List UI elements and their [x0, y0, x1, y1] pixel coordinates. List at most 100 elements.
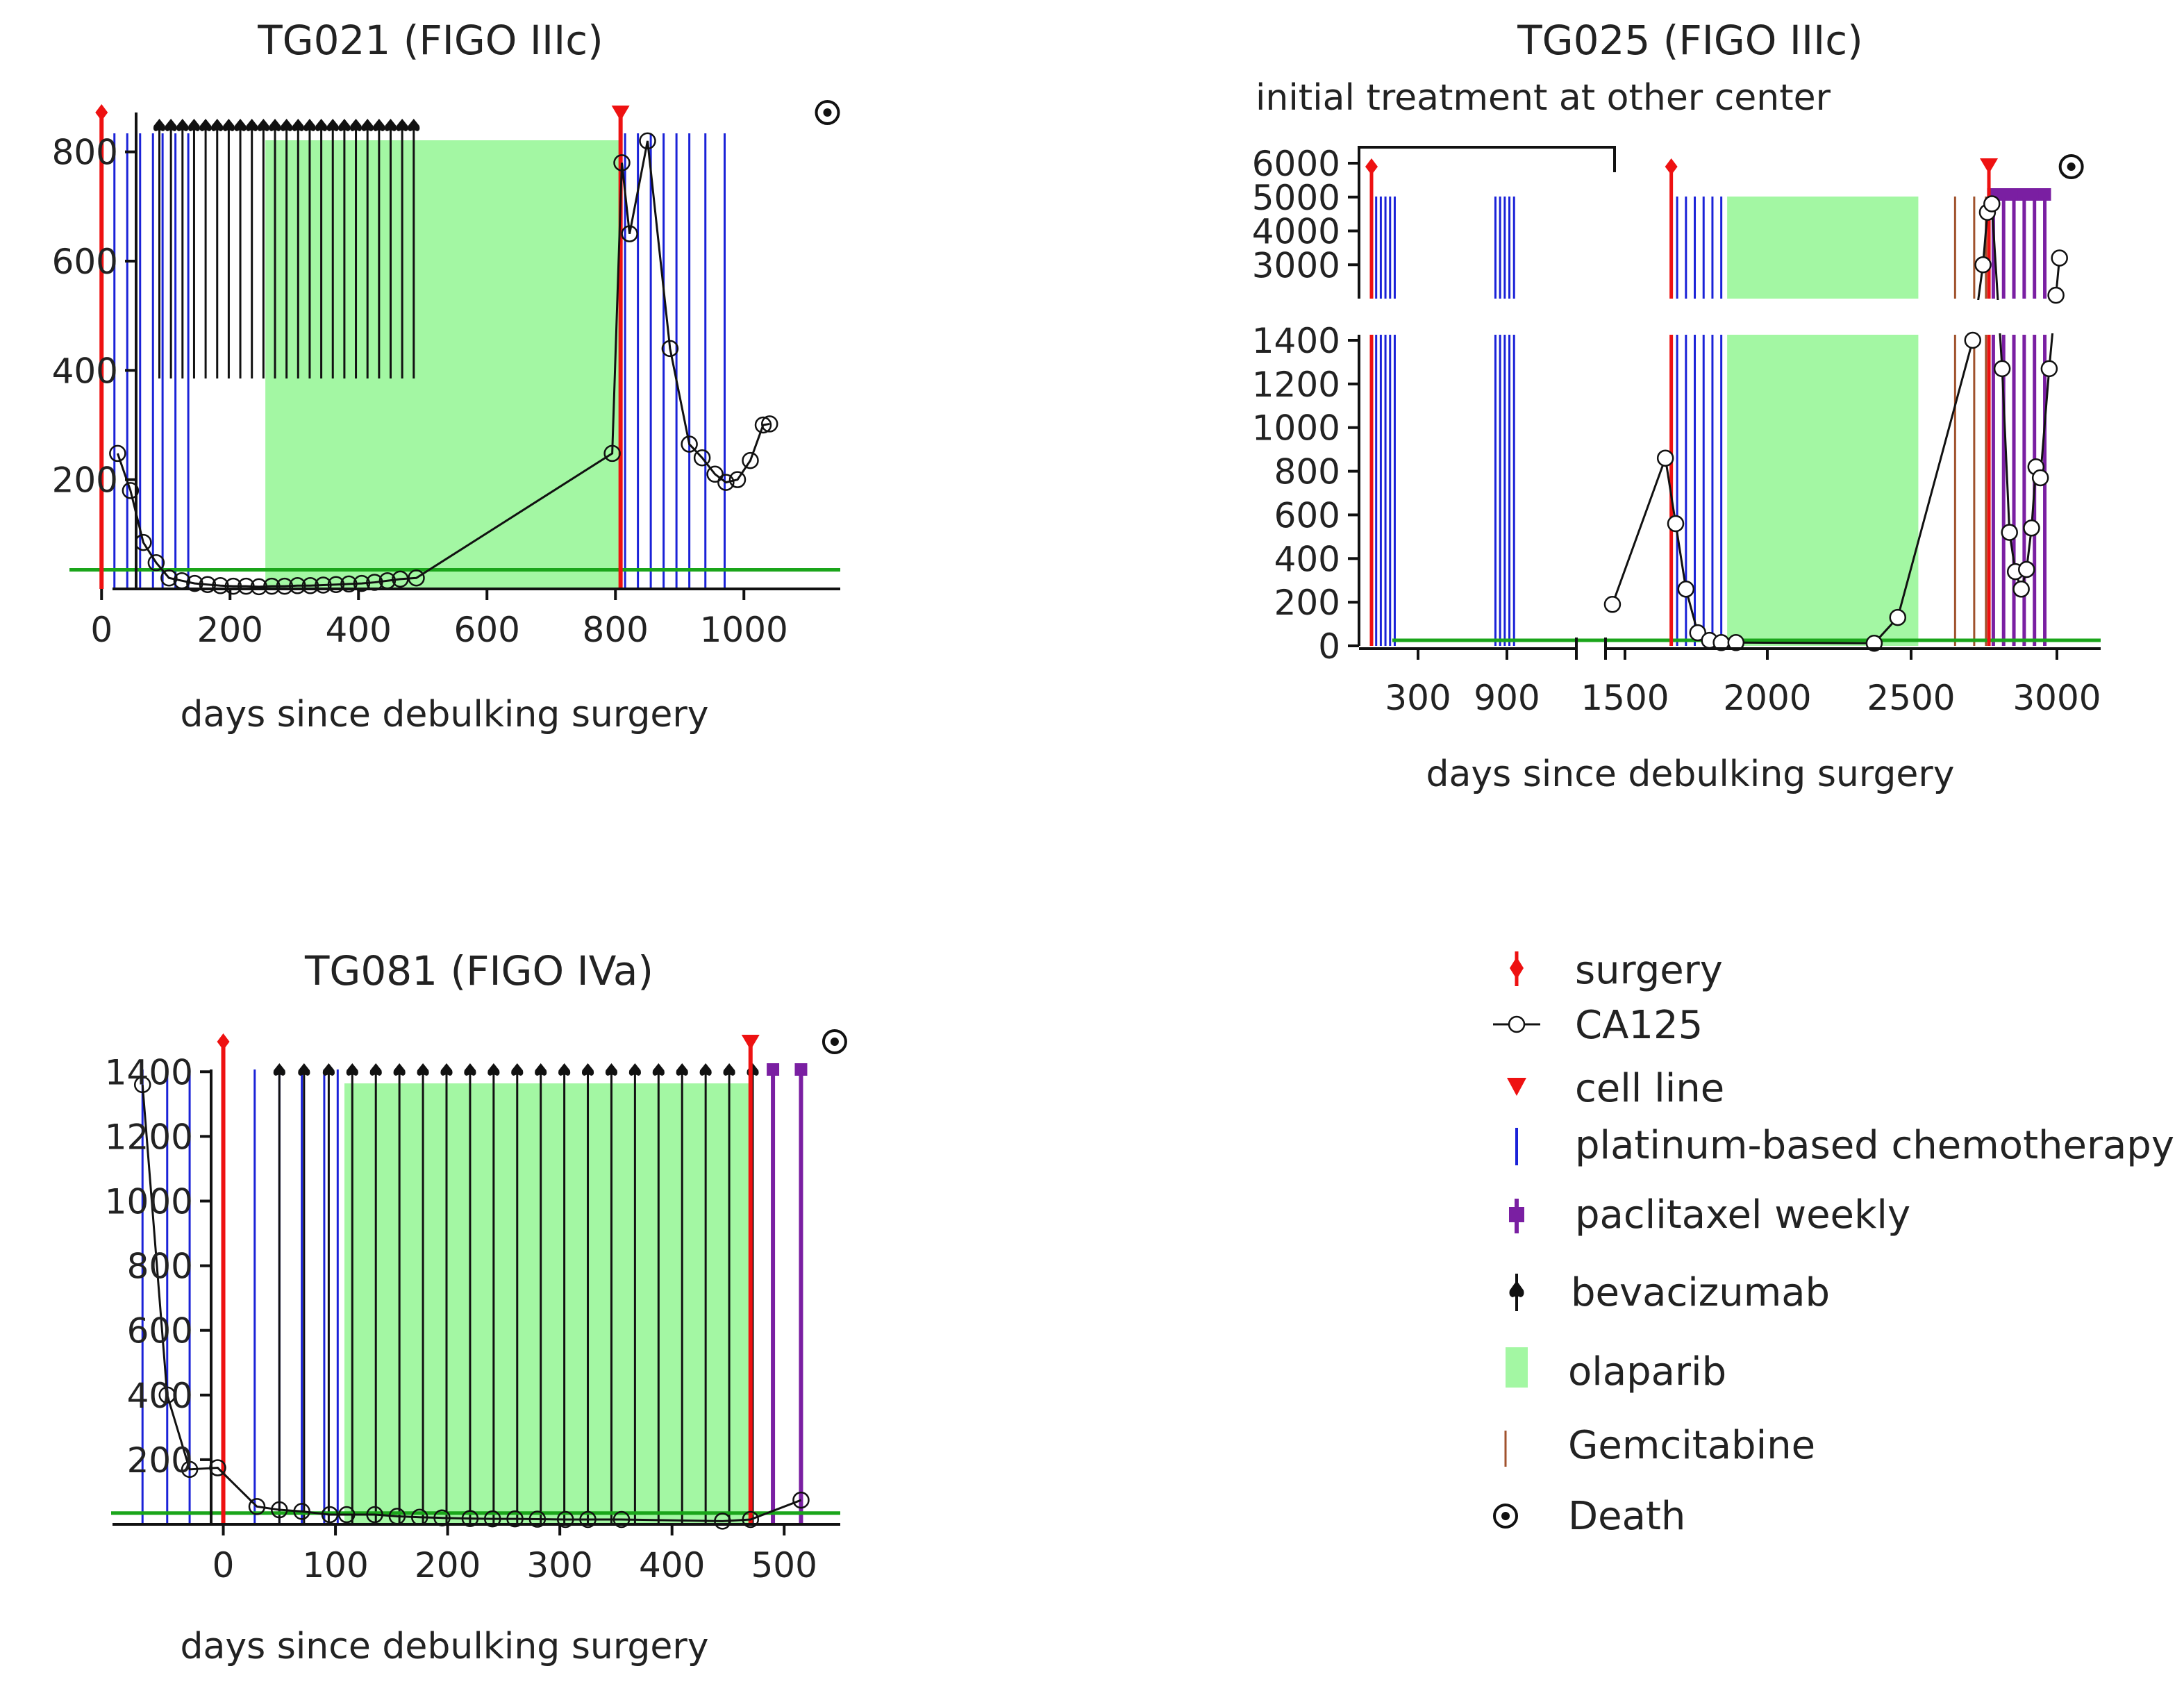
bevacizumab-marker-8 [246, 119, 258, 131]
ca125-point [1677, 581, 1695, 598]
ca125-point [366, 1506, 383, 1524]
ca125-point [1993, 360, 2011, 378]
ca125-point [1727, 634, 1745, 651]
black-spade-bar-icon [1509, 1274, 1524, 1311]
x-tick-label: 300 [1385, 678, 1451, 718]
y-tick-label-lower: 400 [1274, 539, 1340, 579]
legend: surgery CA125 cell line platinum-based c… [1493, 948, 2174, 1539]
olaparib-band-0 [265, 140, 622, 589]
x-tick-label: 500 [751, 1545, 817, 1585]
ca125-point [408, 569, 425, 587]
open-circle-line-icon [1493, 1015, 1540, 1033]
ca125-point [224, 577, 242, 595]
legend-label-ca125: CA125 [1575, 1003, 1703, 1048]
y-tick-label-lower: 1200 [1252, 365, 1340, 405]
bevacizumab-marker-19 [723, 1063, 735, 1076]
bevacizumab-marker-9 [487, 1063, 500, 1076]
ca125-point [461, 1510, 479, 1527]
bevacizumab-marker-2 [176, 119, 189, 131]
olaparib-band-upper-0 [1727, 197, 1919, 299]
initial-treatment-bracket [1358, 146, 1616, 172]
legend-label-gemcitabine: Gemcitabine [1568, 1423, 1815, 1468]
ca125-point [353, 574, 371, 592]
x-tick-label: 0 [90, 610, 112, 650]
ca125-point [2012, 581, 2030, 598]
ca125-point [792, 1491, 810, 1509]
ca125-point [1983, 195, 2001, 213]
ca125-point [315, 576, 332, 594]
x-tick-label: 300 [526, 1545, 592, 1585]
bevacizumab-marker-12 [292, 119, 304, 131]
chart-tg081: TG081 (FIGO IVa) 20040060080010001200140… [105, 947, 847, 1667]
ca125-point [706, 465, 724, 483]
legend-item-olaparib: olaparib [1506, 1347, 1726, 1394]
ca125-point [271, 1501, 288, 1519]
bevacizumab-marker-17 [676, 1063, 688, 1076]
y-tick-label-lower: 200 [1274, 583, 1340, 623]
bevacizumab-marker-0 [153, 119, 166, 131]
ca125-point [181, 1460, 199, 1479]
olaparib-band-lower-0 [1727, 335, 1919, 646]
y-tick-label: 200 [52, 460, 118, 501]
chart-plot-tg021: 200 400 600 800 0 200 400 600 800 1000 [52, 100, 840, 650]
bevacizumab-marker-12 [558, 1063, 571, 1076]
ca125-point [122, 482, 140, 499]
ca125-point [661, 340, 679, 358]
paclitaxel-marker-2 [2008, 188, 2021, 201]
ca125-point [714, 1513, 731, 1530]
y-tick-label: 200 [127, 1440, 193, 1481]
ca125-point [147, 553, 165, 572]
paclitaxel-marker-1 [794, 1063, 808, 1076]
bevacizumab-marker-3 [346, 1063, 358, 1076]
surgery-marker-1 [1665, 158, 1678, 175]
chart-title-tg081: TG081 (FIGO IVa) [304, 947, 653, 994]
x-axis-label-tg081: days since debulking surgery [180, 1626, 708, 1667]
ca125-point [250, 578, 268, 596]
legend-item-death: Death [1493, 1494, 1685, 1539]
ca125-point [728, 471, 747, 488]
bevacizumab-marker-18 [361, 119, 374, 131]
circle-dot-icon [1493, 1504, 1518, 1529]
ca125-point [212, 577, 229, 594]
paclitaxel-marker-0 [767, 1063, 780, 1076]
cell-line-marker-0 [611, 106, 630, 121]
y-tick-label-lower: 0 [1318, 626, 1340, 667]
ca125-point [248, 1498, 266, 1515]
ca125-point [109, 444, 126, 463]
ca125-point [2001, 524, 2018, 541]
ca125-point [1656, 449, 1674, 467]
bevacizumab-marker-0 [273, 1063, 285, 1076]
ca125-point [301, 577, 319, 594]
y-tick-label: 800 [127, 1247, 193, 1287]
chart-tg025: TG025 (FIGO IIIc) initial treatment at o… [1252, 17, 2122, 795]
x-axis-label-tg025: days since debulking surgery [1426, 753, 1954, 795]
bevacizumab-marker-2 [322, 1063, 335, 1076]
legend-label-paclitaxel: paclitaxel weekly [1575, 1192, 1910, 1238]
ca125-series-line [141, 1084, 801, 1522]
bevacizumab-marker-16 [338, 119, 351, 131]
bevacizumab-marker-3 [187, 119, 201, 131]
bevacizumab-marker-9 [257, 119, 269, 131]
ca125-point [621, 225, 638, 242]
death-icon-0-dot [2067, 163, 2076, 171]
ca125-point [2051, 249, 2068, 267]
bevacizumab-marker-14 [315, 119, 328, 131]
bevacizumab-marker-17 [349, 119, 362, 131]
chart-title-tg021: TG021 (FIGO IIIc) [257, 17, 603, 64]
legend-item-cell-line: cell line [1507, 1066, 1724, 1111]
y-tick-label: 600 [127, 1311, 193, 1351]
legend-item-surgery: surgery [1510, 948, 1723, 993]
y-tick-label: 800 [52, 133, 118, 173]
bevacizumab-marker-16 [652, 1063, 665, 1076]
ca125-point [237, 577, 255, 595]
ca125-point [761, 415, 778, 433]
y-tick-label: 1200 [105, 1117, 193, 1157]
legend-label-bevacizumab: bevacizumab [1571, 1270, 1830, 1315]
paclitaxel-marker-1 [1997, 188, 2010, 201]
ca125-point [1667, 515, 1685, 533]
bevacizumab-marker-19 [373, 119, 385, 131]
ca125-point [528, 1510, 547, 1528]
surgery-marker-0 [95, 104, 108, 121]
legend-label-olaparib: olaparib [1568, 1349, 1726, 1394]
ca125-point [693, 449, 711, 467]
